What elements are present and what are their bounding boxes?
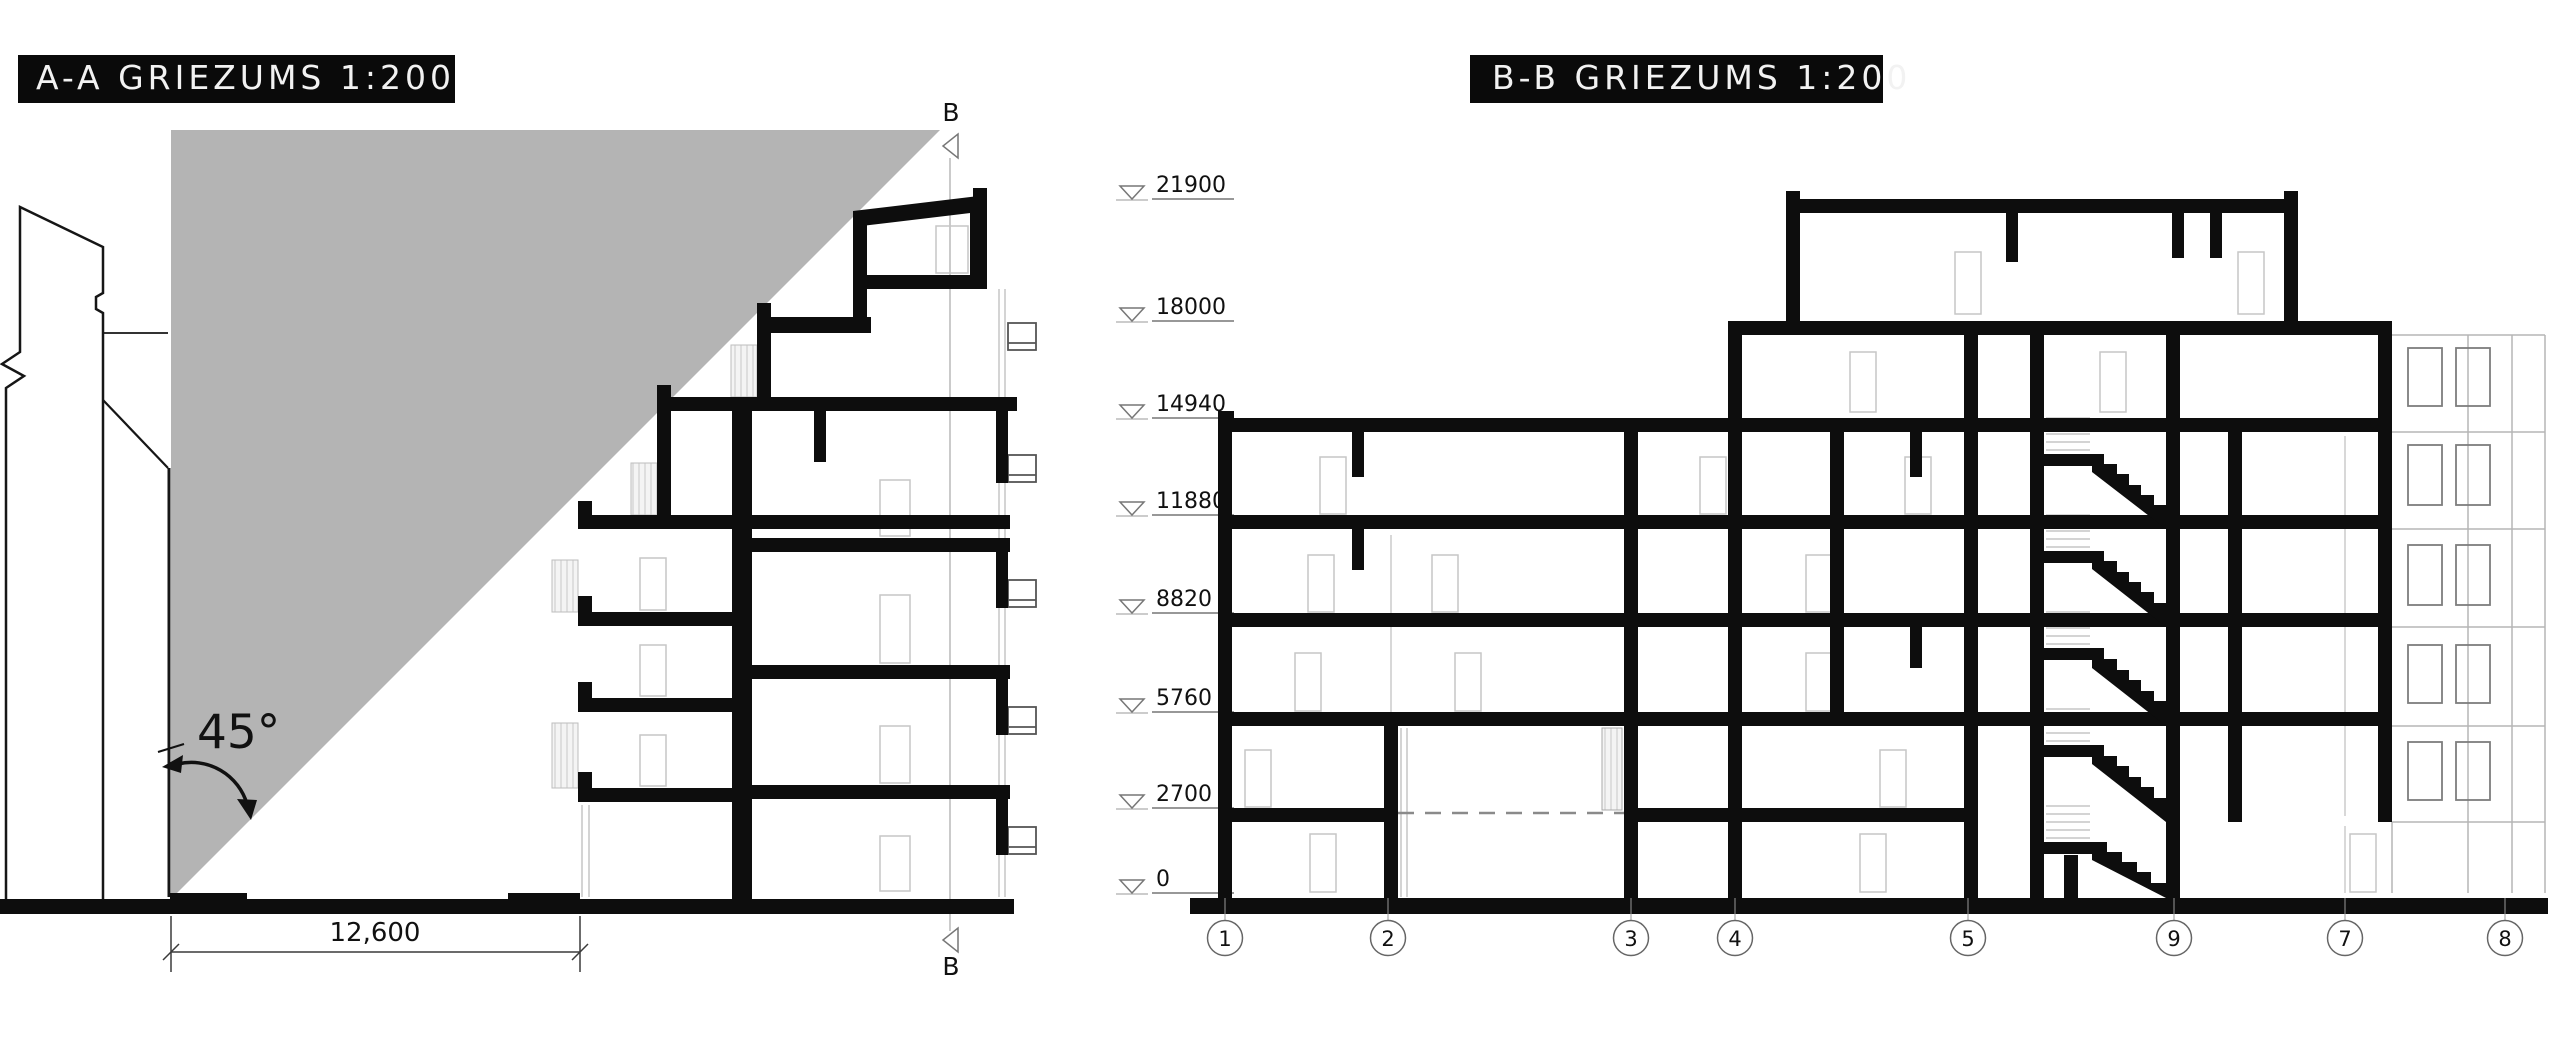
glazing-hatch-band [1601,727,1623,811]
section-b-thin-lines [1244,251,2377,897]
grid-bubble-label: 4 [1728,927,1741,951]
section-a-building [0,188,1017,914]
section-marker-b-top-label: B [942,98,959,127]
sunlight-45deg-wedge [171,130,940,899]
elevation-label: 2700 [1156,782,1212,807]
section-a-title: A-A GRIEZUMS 1:200 [36,58,455,97]
grid-bubble-label: 3 [1624,927,1637,951]
grid-bubble-label: 5 [1961,927,1974,951]
background-facade [2391,334,2546,893]
grid-bubble-label: 1 [1218,927,1231,951]
elevation-label: 21900 [1156,173,1226,198]
dimension-label: 12,600 [330,918,421,948]
section-marker-b-bottom-label: B [942,952,959,981]
section-b-title-bar: B-B GRIEZUMS 1:200 [1470,55,1911,103]
grid-bubbles: 1 2 3 4 5 9 7 8 [1206,898,2524,957]
grid-bubble-label: 9 [2167,927,2180,951]
elevation-label: 5760 [1156,686,1212,711]
grid-bubble-label: 7 [2338,927,2351,951]
section-b-title: B-B GRIEZUMS 1:200 [1492,58,1911,97]
angle-annotation: 45° [157,705,280,820]
dimension-12600: 12,600 [162,916,589,972]
background-facade-windows [2407,347,2491,801]
elevation-label: 18000 [1156,295,1226,320]
grid-bubble-label: 2 [1381,927,1394,951]
stair-railings [2046,417,2090,839]
elevation-label: 8820 [1156,587,1212,612]
neighbor-building-outline [0,205,171,899]
grid-bubble-label: 8 [2498,927,2511,951]
section-a-title-bar: A-A GRIEZUMS 1:200 [18,55,455,103]
section-b-building [1190,191,2548,914]
elevation-label: 11880 [1156,489,1226,514]
angle-label: 45° [197,705,280,760]
grid-trace-lines [1390,436,2346,893]
ground-line [1190,898,2548,914]
section-marker-b-top: B [941,98,960,160]
elevation-label: 14940 [1156,392,1226,417]
section-a-balconies [1007,322,1037,855]
terrace-glass-railings [551,344,758,789]
elevation-label: 0 [1156,867,1170,892]
elevation-markers: 21900 18000 14940 11880 8820 5760 2700 0 [1116,173,1234,895]
section-marker-b-bottom: B [941,926,960,981]
